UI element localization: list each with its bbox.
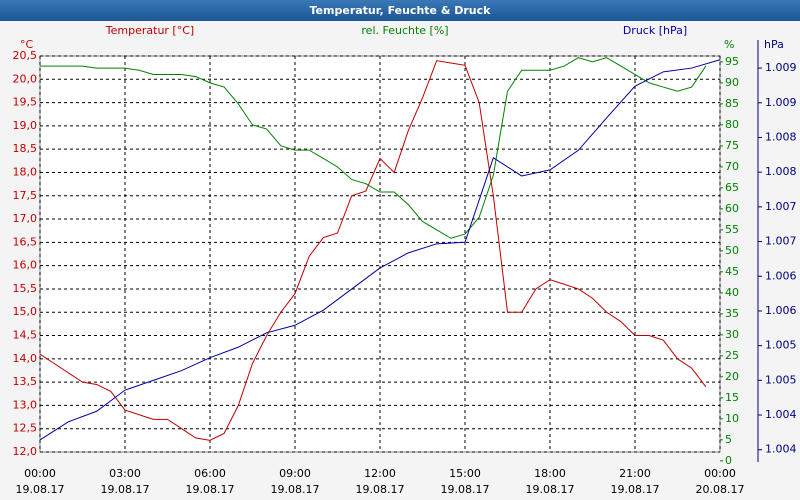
- y2-tick-label: 95: [725, 55, 739, 68]
- x-tick-label: 00:00: [24, 467, 56, 480]
- y2-tick-label: 45: [725, 265, 739, 278]
- y2-tick-label: 55: [725, 223, 739, 236]
- y2-tick-label: 35: [725, 307, 739, 320]
- y3-tick-label: 1.007: [765, 200, 797, 213]
- x-tick-label: 00:00: [704, 467, 736, 480]
- title-bar: [0, 0, 800, 21]
- x-tick-label: 09:00: [279, 467, 311, 480]
- x-tick-date: 19.08.17: [526, 483, 575, 496]
- y-tick-label: 17,0: [13, 212, 38, 225]
- y3-tick-label: 1.004: [765, 443, 797, 456]
- x-tick-date: 19.08.17: [16, 483, 65, 496]
- x-tick-label: 21:00: [619, 467, 651, 480]
- y-tick-label: 17,5: [13, 189, 38, 202]
- y2-tick-label: 20: [725, 370, 739, 383]
- y2-tick-label: 75: [725, 139, 739, 152]
- y2-tick-label: 30: [725, 328, 739, 341]
- series-line: [40, 57, 707, 239]
- y-tick-label: 16,0: [13, 259, 38, 272]
- y3-tick-label: 1.004: [765, 408, 797, 421]
- legend-label: rel. Feuchte [%]: [361, 24, 448, 37]
- y2-tick-label: 40: [725, 286, 739, 299]
- y-tick-label: 18,0: [13, 165, 38, 178]
- x-tick-date: 20.08.17: [696, 483, 745, 496]
- y3-tick-label: 1.006: [765, 304, 797, 317]
- y-tick-label: 12,5: [13, 422, 38, 435]
- y3-tick-label: 1.008: [765, 130, 797, 143]
- y2-axis-unit: %: [724, 38, 734, 51]
- x-tick-date: 19.08.17: [441, 483, 490, 496]
- y-tick-label: 20,0: [13, 72, 38, 85]
- y2-tick-label: 65: [725, 181, 739, 194]
- y3-tick-label: 1.009: [765, 96, 797, 109]
- y3-tick-label: 1.006: [765, 269, 797, 282]
- y-tick-label: 18,5: [13, 142, 38, 155]
- y2-tick-label: 70: [725, 160, 739, 173]
- y2-tick-label: 80: [725, 118, 739, 131]
- y-tick-label: 16,5: [13, 235, 38, 248]
- x-tick-label: 18:00: [534, 467, 566, 480]
- y-tick-label: 20,5: [13, 49, 38, 62]
- y2-tick-label: 90: [725, 76, 739, 89]
- y3-tick-label: 1.005: [765, 339, 797, 352]
- chart-title: Temperatur, Feuchte & Druck: [310, 4, 492, 17]
- x-tick-date: 19.08.17: [271, 483, 320, 496]
- x-tick-label: 06:00: [194, 467, 226, 480]
- y-tick-label: 12,0: [13, 445, 38, 458]
- y-tick-label: 13,5: [13, 375, 38, 388]
- y-tick-label: 19,5: [13, 96, 38, 109]
- y2-tick-label: 85: [725, 97, 739, 110]
- x-tick-date: 19.08.17: [101, 483, 150, 496]
- y-tick-label: 13,0: [13, 398, 38, 411]
- x-tick-label: 12:00: [364, 467, 396, 480]
- y2-tick-label: 5: [725, 433, 732, 446]
- y-tick-label: 14,0: [13, 352, 38, 365]
- y2-tick-label: 10: [725, 412, 739, 425]
- y2-tick-label: 50: [725, 244, 739, 257]
- legend-label: Temperatur [°C]: [105, 24, 194, 37]
- series-line: [39, 59, 721, 441]
- x-tick-label: 03:00: [109, 467, 141, 480]
- x-tick-date: 19.08.17: [186, 483, 235, 496]
- y-tick-label: 15,5: [13, 282, 38, 295]
- series-line: [39, 60, 707, 441]
- y-tick-label: 14,5: [13, 329, 38, 342]
- y3-axis-unit: hPa: [764, 38, 784, 51]
- y2-tick-label: 60: [725, 202, 739, 215]
- y2-tick-label: 25: [725, 349, 739, 362]
- y-tick-label: 15,0: [13, 305, 38, 318]
- y-axis-unit: °C: [20, 38, 34, 51]
- y3-tick-label: 1.007: [765, 235, 797, 248]
- x-tick-date: 19.08.17: [356, 483, 405, 496]
- y3-tick-label: 1.005: [765, 373, 797, 386]
- y-tick-label: 19,0: [13, 119, 38, 132]
- legend-label: Druck [hPa]: [623, 24, 687, 37]
- y3-tick-label: 1.008: [765, 165, 797, 178]
- y3-tick-label: 1.009: [765, 61, 797, 74]
- y2-tick-label: 0: [725, 454, 732, 467]
- x-tick-date: 19.08.17: [611, 483, 660, 496]
- y2-tick-label: 15: [725, 391, 739, 404]
- x-tick-label: 15:00: [449, 467, 481, 480]
